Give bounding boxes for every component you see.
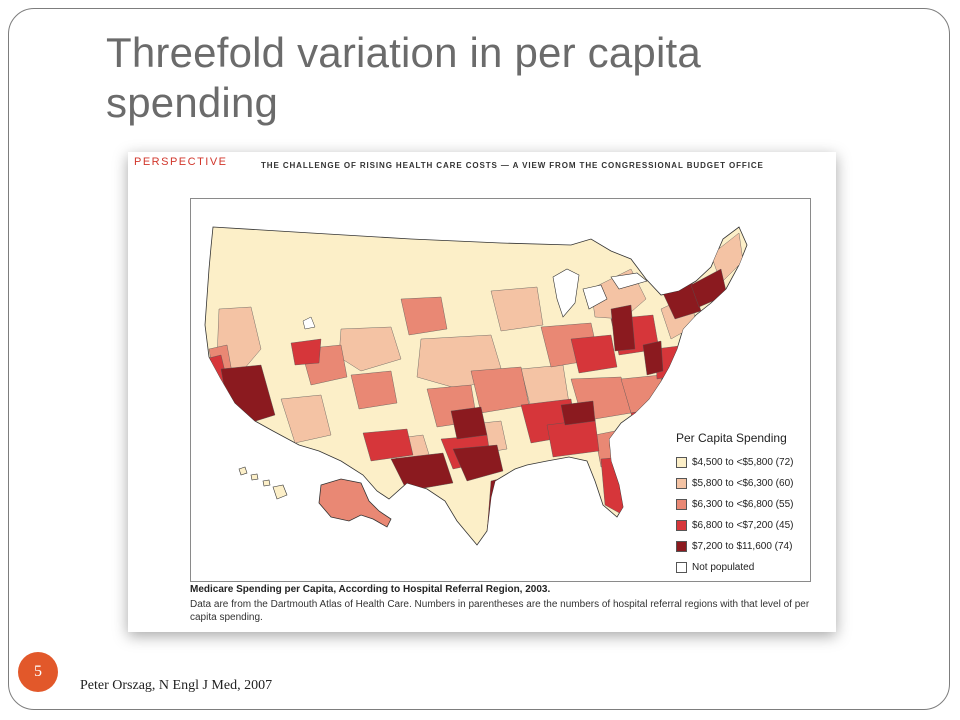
great-lakes <box>552 268 648 318</box>
legend-label: $5,800 to <$6,300 (60) <box>692 478 794 489</box>
legend-label: $4,500 to <$5,800 (72) <box>692 457 794 468</box>
legend-item: $6,800 to <$7,200 (45) <box>676 519 793 533</box>
alaska <box>318 478 392 528</box>
figure-header: THE CHALLENGE OF RISING HEALTH CARE COST… <box>261 161 764 170</box>
legend-title: Per Capita Spending <box>676 431 787 445</box>
hawaii <box>238 466 288 500</box>
map-figure: PERSPECTIVE THE CHALLENGE OF RISING HEAL… <box>128 152 836 632</box>
great-salt-lake <box>302 316 316 330</box>
legend-item: $6,300 to <$6,800 (55) <box>676 498 793 512</box>
legend-item: Not populated <box>676 561 754 575</box>
citation: Peter Orszag, N Engl J Med, 2007 <box>80 678 273 693</box>
legend-label: Not populated <box>692 562 755 573</box>
slide-title: Threefold variation in per capita spendi… <box>106 29 701 126</box>
legend-label: $6,300 to <$6,800 (55) <box>692 499 794 510</box>
legend-swatch <box>676 477 687 489</box>
spending-regions <box>205 232 744 540</box>
legend-item: $7,200 to $11,600 (74) <box>676 540 792 554</box>
legend-item: $4,500 to <$5,800 (72) <box>676 456 793 470</box>
section-label: PERSPECTIVE <box>134 156 228 168</box>
legend-swatch <box>676 456 687 468</box>
legend-label: $7,200 to $11,600 (74) <box>692 541 793 552</box>
legend-swatch <box>676 519 687 531</box>
legend-item: $5,800 to <$6,300 (60) <box>676 477 793 491</box>
legend-swatch <box>676 561 687 573</box>
slide-number-badge: 5 <box>18 652 58 692</box>
legend-label: $6,800 to <$7,200 (45) <box>692 520 794 531</box>
map-frame <box>190 198 811 582</box>
legend-swatch <box>676 498 687 510</box>
us-choropleth-map <box>204 226 748 546</box>
caption-title: Medicare Spending per Capita, According … <box>190 584 551 595</box>
legend-swatch <box>676 540 687 552</box>
caption-text: Data are from the Dartmouth Atlas of Hea… <box>190 599 810 623</box>
